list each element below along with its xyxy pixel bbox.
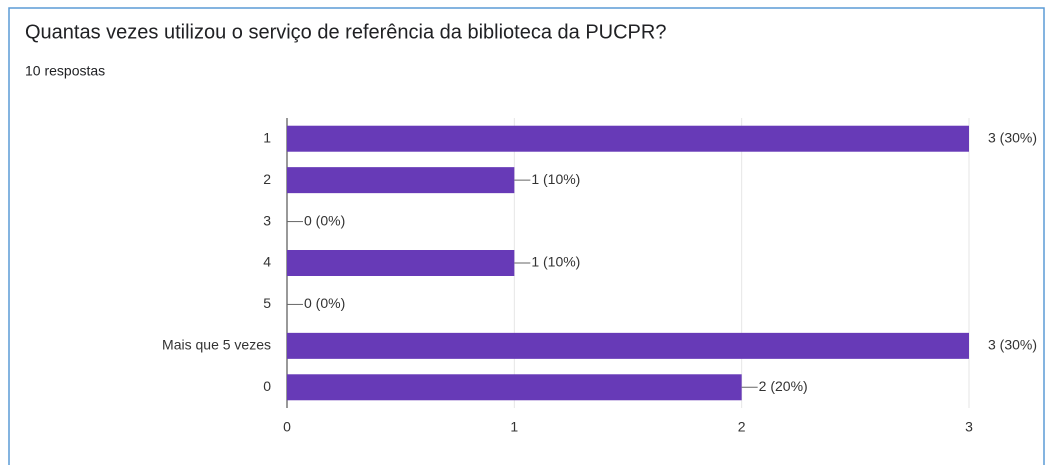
y-tick-label: 4 bbox=[263, 254, 271, 270]
value-label: 1 (10%) bbox=[531, 254, 580, 270]
bar bbox=[287, 125, 969, 152]
response-count: 10 respostas bbox=[25, 63, 105, 79]
bar bbox=[287, 250, 515, 276]
y-tick-label: 1 bbox=[263, 129, 271, 145]
value-label: 0 (0%) bbox=[304, 212, 345, 228]
bar bbox=[287, 332, 969, 359]
value-label: 3 (30%) bbox=[988, 337, 1037, 353]
x-tick-label: 2 bbox=[738, 419, 746, 435]
y-tick-label: 0 bbox=[263, 378, 271, 394]
x-tick-label: 3 bbox=[965, 419, 973, 435]
value-label: 1 (10%) bbox=[531, 171, 580, 187]
x-tick-label: 1 bbox=[510, 419, 518, 435]
y-tick-label: Mais que 5 vezes bbox=[162, 337, 271, 353]
value-label: 0 (0%) bbox=[304, 295, 345, 311]
value-label: 3 (30%) bbox=[988, 129, 1037, 145]
value-label: 2 (20%) bbox=[759, 378, 808, 394]
y-tick-label: 5 bbox=[263, 295, 271, 311]
bar bbox=[287, 167, 515, 194]
bar bbox=[287, 374, 742, 401]
y-tick-label: 3 bbox=[263, 212, 271, 228]
x-tick-label: 0 bbox=[283, 419, 291, 435]
y-tick-label: 2 bbox=[263, 171, 271, 187]
chart-title: Quantas vezes utilizou o serviço de refe… bbox=[25, 21, 666, 43]
